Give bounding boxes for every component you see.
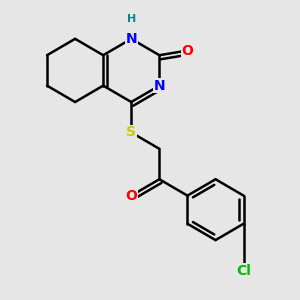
Text: O: O bbox=[125, 189, 137, 202]
Text: Cl: Cl bbox=[236, 263, 251, 278]
Text: O: O bbox=[182, 44, 194, 58]
Text: N: N bbox=[154, 79, 165, 93]
Text: S: S bbox=[126, 125, 136, 140]
Text: N: N bbox=[125, 32, 137, 46]
Text: H: H bbox=[127, 14, 136, 24]
